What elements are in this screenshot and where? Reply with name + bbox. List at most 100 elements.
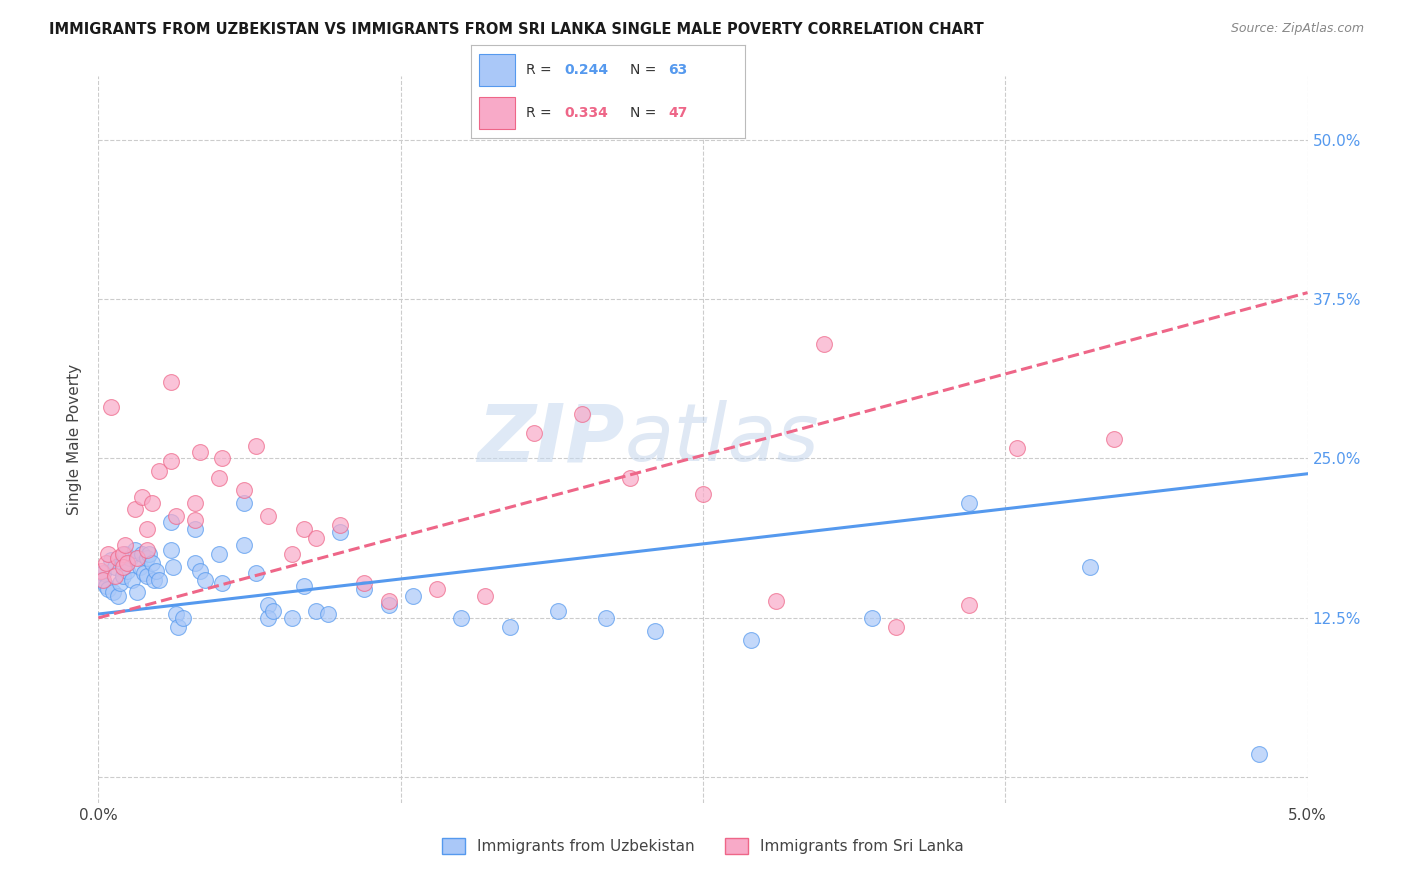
- Point: [107, 589, 129, 603]
- Point: [292, 522, 315, 536]
- Point: [135, 550, 157, 565]
- Point: [114, 547, 136, 561]
- Point: [262, 605, 284, 619]
- Text: 0.334: 0.334: [564, 106, 609, 120]
- Point: [1007, 442, 1029, 456]
- Point: [160, 515, 183, 529]
- Point: [353, 576, 375, 591]
- Point: [162, 559, 184, 574]
- Point: [101, 585, 124, 599]
- Point: [94, 579, 117, 593]
- Point: [141, 556, 163, 570]
- Point: [131, 490, 153, 504]
- Point: [765, 594, 787, 608]
- Point: [194, 573, 217, 587]
- Point: [145, 564, 167, 578]
- Text: R =: R =: [526, 63, 555, 77]
- Y-axis label: Single Male Poverty: Single Male Poverty: [67, 364, 83, 515]
- Point: [97, 547, 120, 561]
- Text: ZIP: ZIP: [477, 401, 624, 478]
- Point: [100, 401, 122, 415]
- Point: [305, 531, 328, 545]
- Point: [121, 573, 143, 587]
- Point: [160, 543, 183, 558]
- Point: [571, 407, 593, 421]
- Point: [148, 464, 170, 478]
- Point: [208, 470, 231, 484]
- Point: [740, 632, 762, 647]
- Point: [107, 550, 129, 565]
- Point: [292, 579, 315, 593]
- Point: [184, 556, 207, 570]
- Point: [644, 624, 666, 638]
- Bar: [479, 54, 515, 86]
- Point: [90, 573, 112, 587]
- Text: atlas: atlas: [624, 401, 820, 478]
- Point: [135, 522, 157, 536]
- Point: [1078, 559, 1101, 574]
- Point: [97, 582, 120, 596]
- Point: [184, 522, 207, 536]
- Point: [329, 525, 352, 540]
- Point: [165, 508, 187, 523]
- Point: [208, 547, 231, 561]
- Text: 0.244: 0.244: [564, 63, 609, 77]
- Point: [474, 589, 496, 603]
- Point: [160, 454, 183, 468]
- Point: [104, 559, 127, 574]
- Point: [305, 605, 328, 619]
- Point: [128, 559, 150, 574]
- Point: [188, 564, 211, 578]
- Point: [813, 336, 835, 351]
- Point: [256, 611, 278, 625]
- Point: [108, 576, 131, 591]
- Point: [138, 547, 160, 561]
- Text: 47: 47: [668, 106, 688, 120]
- Point: [141, 496, 163, 510]
- Point: [1249, 747, 1271, 762]
- Point: [1102, 432, 1125, 446]
- Point: [377, 594, 399, 608]
- Point: [100, 553, 122, 567]
- Point: [148, 573, 170, 587]
- Text: R =: R =: [526, 106, 555, 120]
- Point: [91, 566, 114, 581]
- Bar: [479, 97, 515, 129]
- Text: Source: ZipAtlas.com: Source: ZipAtlas.com: [1230, 22, 1364, 36]
- Point: [111, 568, 134, 582]
- Text: 63: 63: [668, 63, 688, 77]
- Legend: Immigrants from Uzbekistan, Immigrants from Sri Lanka: Immigrants from Uzbekistan, Immigrants f…: [436, 832, 970, 861]
- Point: [94, 556, 117, 570]
- Point: [118, 550, 141, 565]
- Point: [377, 598, 399, 612]
- Point: [135, 568, 157, 582]
- Point: [131, 547, 153, 561]
- Point: [143, 573, 166, 587]
- Point: [167, 620, 190, 634]
- Point: [232, 483, 254, 498]
- Point: [316, 607, 339, 621]
- Point: [111, 559, 134, 574]
- Text: N =: N =: [630, 106, 661, 120]
- Point: [957, 598, 980, 612]
- Point: [329, 517, 352, 532]
- Point: [127, 550, 149, 565]
- Point: [245, 566, 267, 581]
- Point: [211, 451, 233, 466]
- Point: [426, 582, 449, 596]
- Point: [860, 611, 883, 625]
- Point: [104, 568, 127, 582]
- Point: [957, 496, 980, 510]
- Text: N =: N =: [630, 63, 661, 77]
- Point: [281, 611, 304, 625]
- Point: [135, 543, 157, 558]
- Point: [127, 585, 149, 599]
- Point: [256, 598, 278, 612]
- Point: [692, 487, 714, 501]
- Point: [188, 445, 211, 459]
- Point: [172, 611, 194, 625]
- Point: [232, 538, 254, 552]
- Point: [165, 607, 187, 621]
- Point: [111, 547, 134, 561]
- Point: [211, 576, 233, 591]
